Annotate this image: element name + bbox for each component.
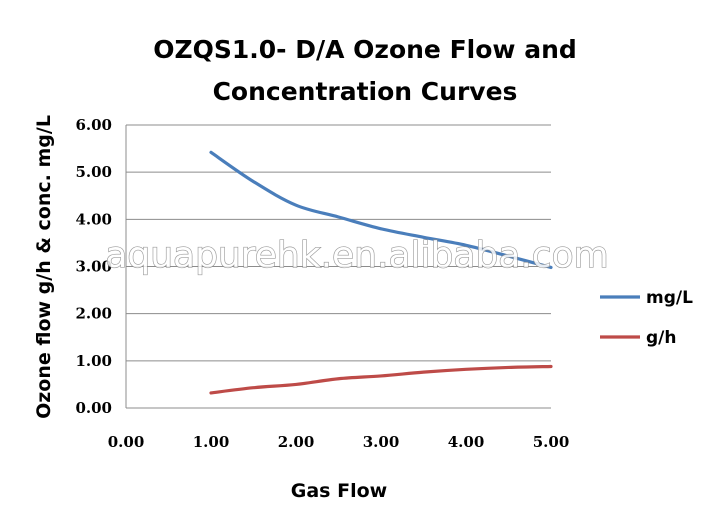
y-tick-label: 1.00: [75, 352, 112, 370]
y-tick-label: 0.00: [75, 399, 112, 417]
x-tick-label: 2.00: [278, 433, 315, 451]
chart-title-line-1: OZQS1.0- D/A Ozone Flow and: [153, 35, 577, 64]
x-axis-label: Gas Flow: [291, 480, 387, 502]
gridlines: [126, 124, 551, 362]
y-tick-label: 6.00: [75, 116, 112, 134]
legend-label-mg-l: mg/L: [646, 288, 693, 308]
y-axis-label: Ozone flow g/h & conc. mg/L: [33, 115, 55, 419]
y-tick-label: 5.00: [75, 163, 112, 181]
y-tick-label: 4.00: [75, 210, 112, 228]
watermark: aquapurehk.en.alibaba.com: [105, 235, 608, 276]
x-tick-label: 5.00: [533, 433, 570, 451]
y-tick-label: 3.00: [75, 258, 112, 276]
series-lines: [209, 150, 553, 395]
legend: mg/L g/h: [600, 288, 693, 348]
tick-labels: 0.00 1.00 2.00 3.00 4.00 5.00 6.00 0.00 1.00 2.00…: [75, 116, 569, 451]
chart-title-line-2: Concentration Curves: [213, 77, 518, 106]
legend-label-g-h: g/h: [646, 328, 676, 348]
series-line-mg-l: [209, 150, 553, 270]
x-tick-label: 0.00: [108, 433, 145, 451]
x-tick-label: 3.00: [363, 433, 400, 451]
x-tick-label: 1.00: [193, 433, 230, 451]
x-tick-label: 4.00: [448, 433, 485, 451]
y-tick-label: 2.00: [75, 305, 112, 323]
axes: [125, 125, 551, 409]
series-line-g-h: [209, 364, 553, 395]
